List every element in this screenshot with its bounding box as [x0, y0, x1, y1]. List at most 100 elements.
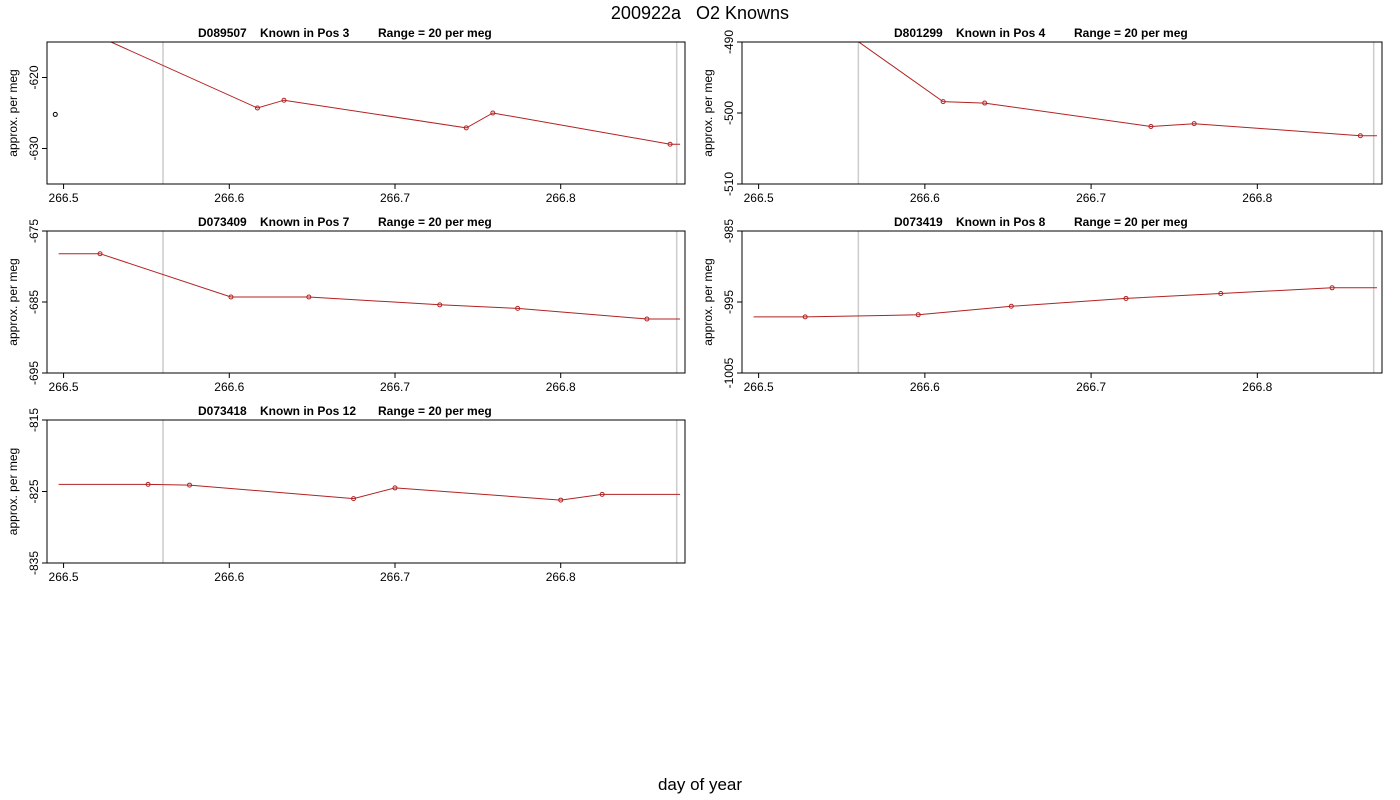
panel-title-part: D089507 [198, 26, 247, 40]
panel-title-part: D073409 [198, 215, 247, 229]
y-tick-label: -490 [722, 30, 736, 54]
data-point [306, 294, 312, 300]
y-axis-label: approx. per meg [701, 258, 715, 345]
series-line [109, 42, 680, 145]
y-tick-label: -825 [27, 479, 41, 503]
plot-frame [46, 41, 686, 185]
data-point [802, 314, 808, 320]
data-point [392, 485, 398, 491]
x-tick-label: 266.6 [910, 191, 940, 205]
data-point [1218, 290, 1224, 296]
x-tick-label: 266.7 [380, 380, 410, 394]
y-tick-label: -630 [27, 136, 41, 160]
y-axis-label: approx. per meg [6, 258, 20, 345]
x-tick-label: 266.5 [744, 380, 774, 394]
panel-title-part: D073419 [894, 215, 943, 229]
data-point [281, 97, 287, 103]
panel-title-part: Range = 20 per meg [1074, 215, 1188, 229]
data-point [515, 305, 521, 311]
panel-title-part: Known in Pos 12 [260, 404, 356, 418]
y-tick-label: -815 [27, 408, 41, 432]
data-point [187, 482, 193, 488]
panel-title-part: Range = 20 per meg [378, 215, 492, 229]
panel-title-part: Range = 20 per meg [378, 404, 492, 418]
plot-frame [741, 41, 1383, 185]
chart-panel-5: D073418 Known in Pos 12 Range = 20 per meg… [6, 404, 686, 584]
panel-title-part: Known in Pos 7 [260, 215, 350, 229]
data-point [599, 491, 605, 497]
x-tick-label: 266.5 [49, 191, 79, 205]
data-point [228, 294, 234, 300]
series-line [58, 253, 680, 320]
data-point [667, 141, 673, 147]
plot-frame [46, 419, 686, 564]
plot-frame [741, 230, 1383, 374]
x-tick-label: 266.7 [380, 191, 410, 205]
x-tick-label: 266.5 [49, 570, 79, 584]
x-tick-label: 266.6 [214, 191, 244, 205]
series-line [857, 42, 1377, 137]
plot-frame [46, 230, 686, 374]
data-point [982, 100, 988, 106]
x-tick-label: 266.8 [1242, 191, 1272, 205]
x-tick-label: 266.8 [546, 570, 576, 584]
data-point [254, 105, 260, 111]
y-tick-label: -510 [722, 172, 736, 196]
x-tick-label: 266.8 [546, 191, 576, 205]
panel-title-part: D073418 [198, 404, 247, 418]
x-tick-label: 266.7 [380, 570, 410, 584]
panel-title-part: Range = 20 per meg [1074, 26, 1188, 40]
chart-panel-2: D801299 Known in Pos 4 Range = 20 per meg 2… [701, 26, 1383, 205]
data-point [437, 302, 443, 308]
x-tick-label: 266.6 [910, 380, 940, 394]
x-tick-label: 266.6 [214, 380, 244, 394]
panel-title-part: Range = 20 per meg [378, 26, 492, 40]
x-tick-label: 266.6 [214, 570, 244, 584]
y-axis-label: approx. per meg [701, 69, 715, 156]
x-tick-label: 266.8 [1242, 380, 1272, 394]
y-tick-label: -985 [722, 219, 736, 243]
y-tick-label: -1005 [722, 357, 736, 388]
x-axis-label: day of year [657, 775, 743, 794]
chart-panel-4: D073419 Known in Pos 8 Range = 20 per meg 2… [701, 215, 1383, 394]
data-point [1357, 133, 1363, 139]
data-point [145, 481, 151, 487]
y-tick-label: -685 [27, 290, 41, 314]
data-point [644, 316, 650, 322]
x-tick-label: 266.7 [1076, 380, 1106, 394]
y-axis-label: approx. per meg [6, 69, 20, 156]
series-line [58, 483, 680, 501]
data-point [1148, 123, 1154, 129]
y-axis-label: approx. per meg [6, 448, 20, 535]
y-tick-label: -995 [722, 290, 736, 314]
data-point [490, 110, 496, 116]
panel-title-part: Known in Pos 8 [956, 215, 1046, 229]
x-tick-label: 266.8 [546, 380, 576, 394]
panel-title-part: D801299 [894, 26, 943, 40]
data-point [1329, 285, 1335, 291]
page-title: 200922a O2 Knowns [610, 3, 790, 23]
y-tick-label: -500 [722, 101, 736, 125]
series-line [753, 287, 1377, 318]
data-point [1123, 295, 1129, 301]
data-point [558, 497, 564, 503]
data-point [463, 125, 469, 131]
data-point [351, 496, 357, 502]
chart-panel-3: D073409 Known in Pos 7 Range = 20 per meg 2… [6, 215, 686, 394]
data-point [1191, 121, 1197, 127]
panel-title-part: Known in Pos 3 [260, 26, 350, 40]
y-tick-label: -675 [27, 219, 41, 243]
outlier-point [52, 111, 58, 117]
data-point [1008, 303, 1014, 309]
y-tick-label: -620 [27, 65, 41, 89]
x-tick-label: 266.7 [1076, 191, 1106, 205]
data-point [915, 312, 921, 318]
y-tick-label: -835 [27, 551, 41, 575]
data-point [97, 251, 103, 257]
x-tick-label: 266.5 [49, 380, 79, 394]
chart-panel-1: D089507 Known in Pos 3 Range = 20 per meg 2… [6, 26, 686, 205]
y-tick-label: -695 [27, 361, 41, 385]
x-tick-label: 266.5 [744, 191, 774, 205]
data-point [940, 99, 946, 105]
